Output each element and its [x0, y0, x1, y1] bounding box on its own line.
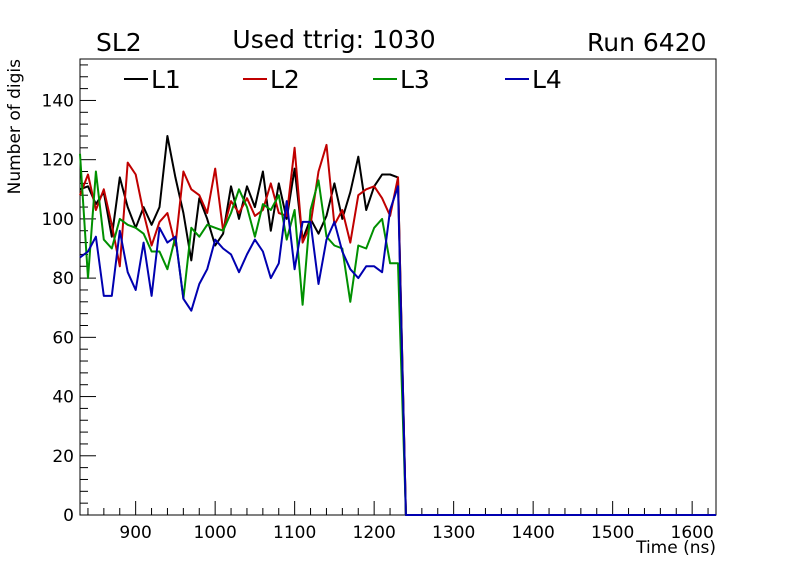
x-tick-label: 1500 — [591, 523, 634, 543]
x-tick-label: 1300 — [432, 523, 475, 543]
x-axis-ticks: 900 1000 1100 1200 1300 1400 1500 1600 — [87, 501, 714, 543]
x-axis-label: Time (ns) — [635, 538, 716, 558]
y-tick-label: 20 — [52, 447, 74, 467]
x-tick-label: 1200 — [353, 523, 396, 543]
run-label: Run 6420 — [587, 28, 707, 57]
x-tick-label: 1400 — [512, 523, 555, 543]
legend-label-l4: L4 — [532, 65, 562, 94]
legend-label-l1: L1 — [151, 65, 181, 94]
y-tick-label: 40 — [52, 388, 74, 408]
legend: L1 L2 L3 L4 — [124, 65, 562, 94]
legend-label-l3: L3 — [400, 65, 430, 94]
y-tick-label: 60 — [52, 328, 74, 348]
x-tick-label: 900 — [119, 523, 151, 543]
y-axis-ticks: 0 20 40 60 80 100 120 140 — [42, 64, 96, 526]
chart-title: Used ttrig: 1030 — [232, 25, 435, 54]
legend-label-l2: L2 — [270, 65, 300, 94]
superlayer-label: SL2 — [96, 28, 142, 57]
x-tick-label: 1000 — [194, 523, 237, 543]
y-tick-label: 120 — [42, 151, 74, 171]
series-lines — [79, 135, 716, 516]
y-tick-label: 140 — [42, 91, 74, 111]
y-axis-label: Number of digis — [5, 59, 25, 195]
plot-frame — [79, 58, 717, 516]
x-tick-label: 1100 — [273, 523, 316, 543]
y-tick-label: 0 — [63, 506, 74, 526]
y-tick-label: 80 — [52, 269, 74, 289]
series-line-l4 — [79, 185, 716, 516]
y-tick-label: 100 — [42, 210, 74, 230]
x-tick-label: 1600 — [671, 523, 714, 543]
